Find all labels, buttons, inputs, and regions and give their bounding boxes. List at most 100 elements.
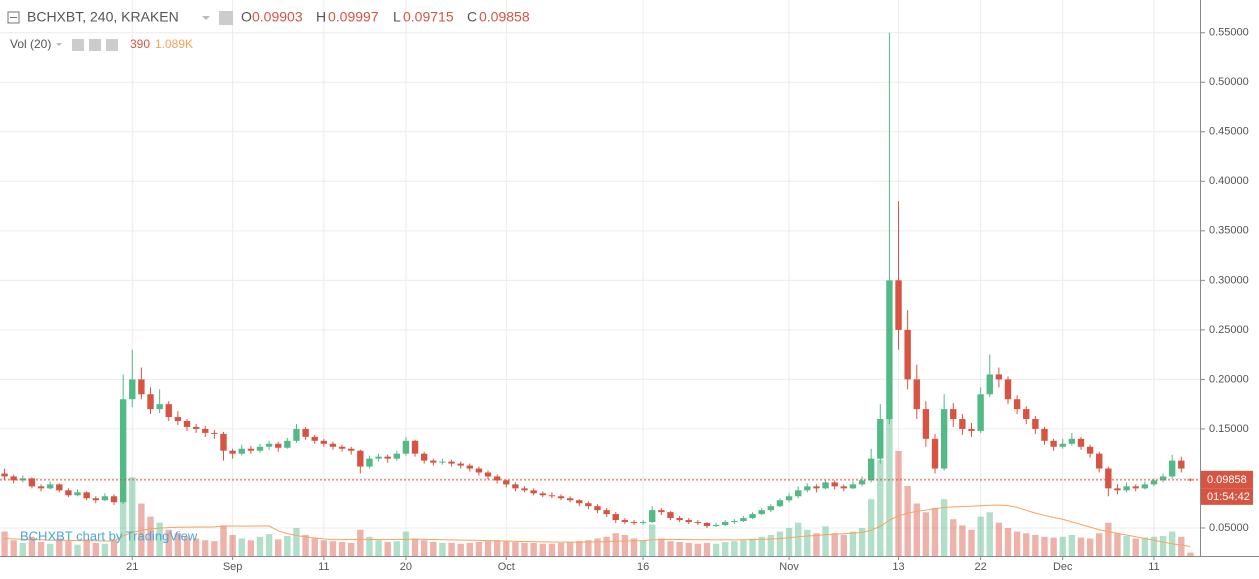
volume-bar [986, 512, 993, 556]
volume-bar [667, 541, 674, 556]
volume-bar [402, 531, 410, 556]
volume-bar [1132, 538, 1139, 556]
candle-body [521, 488, 528, 491]
candle-body [785, 496, 793, 501]
candle-body [895, 280, 902, 330]
candle-body [1096, 453, 1103, 469]
volume-bar [275, 539, 282, 556]
volume-bar [1077, 537, 1085, 556]
volume-bar [1114, 533, 1121, 556]
volume-bar [348, 542, 355, 556]
candle-body [576, 500, 583, 504]
volume-bar [576, 541, 583, 556]
candle-body [393, 453, 401, 459]
volume-bar [156, 522, 163, 556]
volume-value: 390 [130, 37, 150, 51]
volume-bar [785, 528, 793, 556]
candle-body [776, 500, 784, 507]
volume-bar [1123, 535, 1130, 556]
volume-bar [1096, 533, 1103, 556]
volume-bar [129, 477, 136, 556]
close-label: C [467, 9, 477, 25]
low-value: 0.09715 [403, 9, 454, 25]
candle-body [430, 460, 437, 463]
volume-bar [448, 542, 455, 556]
settings-icon[interactable] [72, 39, 84, 51]
volume-bar [420, 540, 428, 556]
collapse-icon[interactable] [7, 11, 20, 24]
volume-bar [293, 528, 300, 556]
symbol-title: BCHXBT, 240, KRAKEN [27, 9, 179, 25]
volume-bar [722, 542, 729, 556]
candle-body [639, 522, 647, 524]
candle-body [740, 518, 747, 522]
volume-bar [676, 542, 683, 556]
candle-body [1178, 460, 1185, 469]
candle-body [931, 438, 939, 469]
y-tick-label: 0.55000 [1209, 27, 1249, 39]
volume-bar [1, 531, 8, 556]
candle-body [1150, 480, 1158, 485]
candle-body [1023, 409, 1030, 420]
candle-body [831, 482, 838, 487]
volume-bar [685, 542, 692, 556]
y-tick-label: 0.05000 [1209, 522, 1249, 534]
candle-body [950, 409, 957, 420]
candle-body [247, 448, 255, 451]
candle-body [1169, 460, 1176, 477]
volume-bar [430, 542, 437, 556]
volume-bar [65, 541, 72, 556]
volume-bar [977, 516, 984, 556]
candle-body [858, 480, 866, 485]
volume-bar [740, 540, 747, 556]
candle-body [585, 503, 592, 507]
candle-body [749, 514, 756, 519]
candle-body [630, 522, 638, 524]
candle-body [320, 440, 328, 444]
candle-body [229, 450, 236, 454]
settings-icon[interactable] [219, 11, 233, 25]
volume-title: Vol (20) [10, 37, 51, 51]
x-tick-label: Oct [498, 561, 515, 573]
candle-body [275, 443, 282, 448]
dropdown-arrow[interactable] [56, 43, 62, 46]
close-icon[interactable] [106, 39, 118, 51]
candle-body [822, 482, 829, 489]
volume-bar [758, 536, 765, 556]
candle-body [1114, 488, 1121, 491]
volume-bar [19, 542, 26, 556]
volume-bar [457, 543, 464, 556]
volume-bar [959, 525, 966, 556]
volume-bar [858, 528, 866, 556]
format-icon[interactable] [89, 39, 101, 51]
candle-body [156, 404, 163, 410]
candle-body [986, 374, 993, 395]
volume-bar [776, 531, 784, 556]
candle-body [493, 476, 501, 481]
volume-bar [649, 524, 656, 556]
candle-body [183, 420, 191, 427]
volume-bar [703, 542, 711, 556]
candle-body [329, 443, 337, 447]
volume-bar [1159, 535, 1167, 556]
candle-body [1077, 438, 1085, 447]
volume-bar [475, 542, 483, 556]
countdown-label: 01:54:42 [1207, 491, 1250, 503]
volume-bar [238, 538, 245, 556]
volume-bar [612, 533, 619, 556]
volume-bar [1032, 535, 1039, 556]
dropdown-arrow[interactable] [202, 16, 210, 20]
candle-body [348, 448, 355, 451]
volume-bar [950, 519, 957, 556]
volume-bar [92, 542, 99, 556]
candle-body [101, 496, 109, 501]
candle-body [192, 426, 200, 429]
candle-body [1123, 486, 1130, 491]
candle-body [174, 417, 182, 421]
volume-bar [1059, 536, 1066, 556]
x-tick-label: 21 [126, 561, 138, 573]
candle-body [147, 394, 154, 410]
volume-bar [37, 542, 45, 556]
candle-body [867, 458, 875, 481]
candle-body [293, 428, 300, 441]
